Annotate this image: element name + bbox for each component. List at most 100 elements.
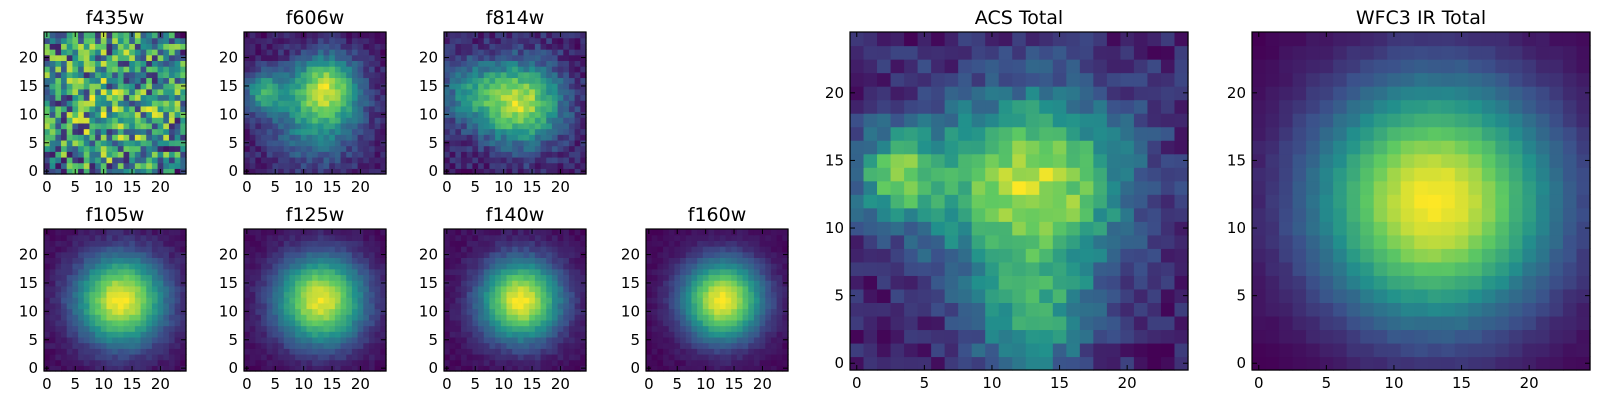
- heatmap-cell: [272, 43, 279, 50]
- heatmap-cell: [78, 325, 85, 332]
- heatmap-cell: [557, 274, 564, 281]
- heatmap-cell: [89, 274, 96, 281]
- heatmap-cell: [340, 168, 347, 175]
- heatmap-cell: [174, 54, 181, 61]
- heatmap-cell: [466, 342, 473, 349]
- heatmap-cell: [478, 128, 485, 135]
- heatmap-cell: [461, 331, 468, 338]
- heatmap-cell: [168, 111, 176, 118]
- heatmap-cell: [455, 263, 462, 270]
- heatmap-cell: [466, 145, 473, 152]
- y-tick-label: 20: [219, 246, 238, 264]
- heatmap-cell: [546, 128, 553, 135]
- heatmap-cell: [363, 134, 370, 141]
- heatmap-cell: [534, 319, 542, 327]
- heatmap-cell: [657, 263, 664, 270]
- heatmap-cell: [759, 348, 766, 355]
- heatmap-cell: [72, 240, 79, 247]
- heatmap-cell: [112, 359, 119, 366]
- heatmap-cell: [742, 365, 749, 372]
- heatmap-cell: [368, 314, 376, 321]
- heatmap-cell: [478, 162, 485, 169]
- heatmap-cell: [557, 240, 564, 247]
- heatmap-cell: [272, 342, 279, 349]
- heatmap-cell: [1039, 248, 1054, 263]
- heatmap-cell: [140, 49, 147, 56]
- heatmap-cell: [295, 268, 302, 276]
- heatmap-cell: [489, 268, 496, 276]
- heatmap-cell: [725, 240, 732, 247]
- heatmap-cell: [971, 234, 986, 249]
- heatmap-cell: [557, 105, 564, 113]
- heatmap-cell: [736, 336, 744, 344]
- heatmap-cell: [736, 365, 744, 372]
- heatmap-cell: [323, 105, 330, 113]
- heatmap-cell: [61, 234, 68, 241]
- heatmap-cell: [255, 297, 262, 304]
- heatmap-cell: [317, 353, 325, 361]
- heatmap-cell: [557, 37, 564, 44]
- heatmap-cell: [506, 134, 513, 141]
- heatmap-cell: [295, 314, 302, 321]
- heatmap-cell: [1066, 180, 1081, 195]
- heatmap-cell: [466, 365, 473, 372]
- heatmap-cell: [249, 251, 256, 258]
- heatmap-cell: [66, 308, 73, 315]
- heatmap-cell: [49, 353, 56, 361]
- heatmap-cell: [551, 43, 559, 50]
- heatmap-cell: [506, 246, 513, 253]
- heatmap-cell: [449, 297, 456, 304]
- heatmap-cell: [363, 365, 370, 372]
- heatmap-cell: [971, 221, 986, 236]
- heatmap-cell: [95, 100, 102, 107]
- heatmap-cell: [72, 285, 79, 293]
- heatmap-cell: [483, 66, 491, 73]
- heatmap-cell: [346, 71, 353, 79]
- heatmap-cell: [249, 274, 256, 281]
- heatmap-cell: [340, 37, 347, 44]
- heatmap-cell: [78, 83, 85, 90]
- heatmap-cell: [748, 268, 755, 276]
- heatmap-cell: [112, 145, 119, 152]
- heatmap-cell: [83, 274, 91, 281]
- heatmap-cell: [776, 319, 783, 327]
- heatmap-cell: [472, 111, 479, 118]
- heatmap-cell: [151, 162, 159, 169]
- heatmap-cell: [112, 66, 119, 73]
- heatmap-cell: [278, 302, 285, 310]
- heatmap-cell: [368, 139, 376, 147]
- heatmap-cell: [140, 77, 147, 84]
- heatmap-cell: [261, 257, 268, 264]
- heatmap-cell: [466, 314, 473, 321]
- heatmap-cell: [483, 325, 491, 332]
- heatmap-cell: [461, 319, 468, 327]
- heatmap-cell: [266, 314, 273, 321]
- heatmap-cell: [89, 342, 96, 349]
- heatmap-cell: [168, 359, 176, 366]
- heatmap-cell: [306, 66, 313, 73]
- heatmap-cell: [702, 285, 710, 293]
- heatmap-cell: [517, 251, 525, 258]
- heatmap-cell: [168, 32, 176, 39]
- heatmap-cell: [931, 207, 946, 222]
- heatmap-cell: [540, 229, 547, 236]
- heatmap-cell: [334, 49, 342, 56]
- heatmap-cell: [340, 162, 347, 169]
- heatmap-cell: [506, 37, 513, 44]
- heatmap-cell: [495, 128, 502, 135]
- heatmap-cell: [748, 229, 755, 236]
- heatmap-cell: [289, 77, 296, 84]
- heatmap-cell: [563, 229, 570, 236]
- heatmap-cell: [850, 356, 865, 371]
- heatmap-cell: [100, 43, 108, 50]
- heatmap-cell: [380, 348, 387, 355]
- heatmap-cell: [312, 234, 319, 241]
- heatmap-cell: [770, 297, 778, 304]
- heatmap-cell: [272, 319, 279, 327]
- heatmap-cell: [714, 325, 721, 332]
- heatmap-cell: [574, 263, 581, 270]
- heatmap-cell: [163, 348, 170, 355]
- heatmap-cell: [985, 234, 1000, 249]
- heatmap-cell: [351, 139, 359, 147]
- heatmap-cell: [100, 297, 108, 304]
